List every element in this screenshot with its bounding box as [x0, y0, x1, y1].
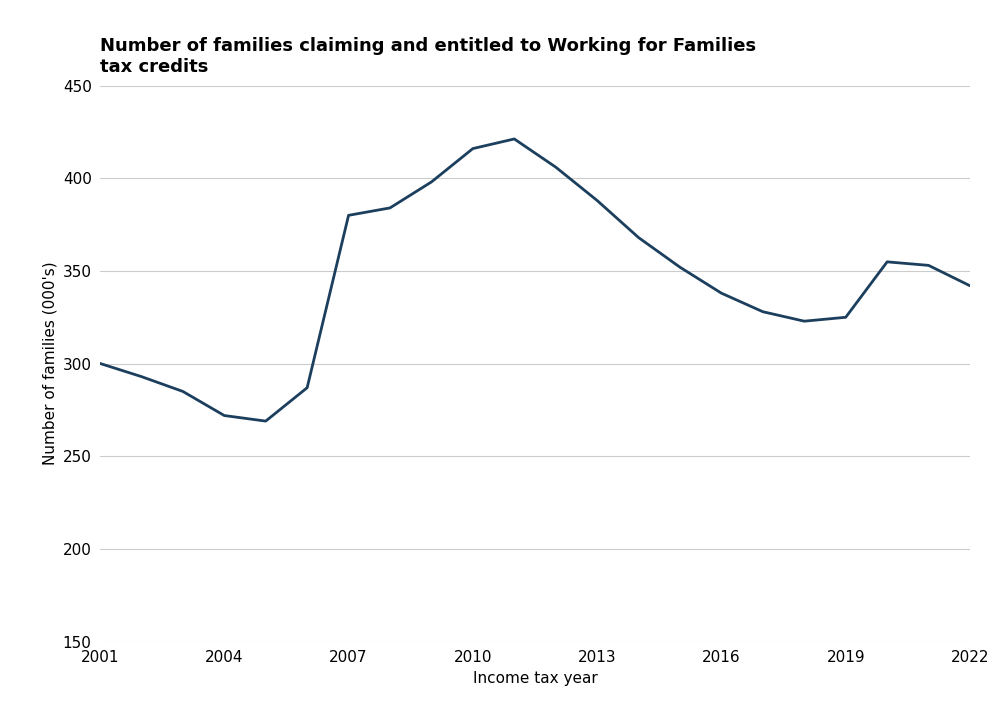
Y-axis label: Number of families (000's): Number of families (000's) [42, 262, 57, 466]
Text: Number of families claiming and entitled to Working for Families
tax credits: Number of families claiming and entitled… [100, 37, 756, 76]
X-axis label: Income tax year: Income tax year [473, 671, 597, 686]
